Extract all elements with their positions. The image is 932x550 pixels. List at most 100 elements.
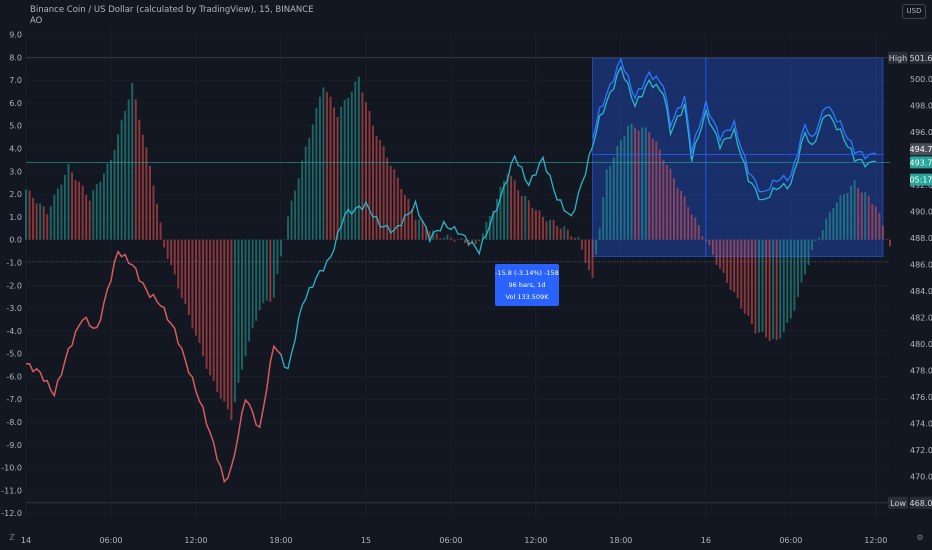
ao-bar: [662, 160, 665, 240]
ao-bar: [566, 229, 569, 240]
timezone-icon[interactable]: Z: [9, 533, 15, 542]
ao-bar: [163, 239, 166, 248]
ao-bar: [110, 159, 112, 240]
ao-bar: [881, 225, 884, 240]
ao-bar: [715, 239, 718, 265]
time-tick-label: 18:00: [609, 536, 632, 545]
ao-bar: [542, 216, 544, 240]
ao-bar: [534, 209, 537, 240]
ao-bar: [205, 239, 208, 369]
ao-bar: [368, 111, 371, 240]
ao-bar: [864, 192, 867, 240]
ao-bar: [297, 178, 300, 240]
ao-bar: [570, 236, 573, 240]
ao-bar: [170, 239, 173, 266]
ao-tick-label: 2.0: [9, 190, 22, 199]
currency-button[interactable]: USD: [902, 4, 926, 19]
price-tick-label: 500.0: [910, 75, 932, 84]
ao-bar: [772, 239, 775, 339]
ao-bar: [439, 238, 442, 240]
ao-bar: [389, 165, 392, 240]
ao-bar: [425, 227, 428, 240]
ao-bar: [634, 127, 637, 240]
ao-bar: [517, 190, 520, 240]
measure-bars: 96 bars, 1d: [508, 281, 546, 289]
ao-bar: [694, 217, 697, 240]
ao-bar: [283, 239, 286, 241]
ao-bar: [233, 239, 236, 403]
ao-tick-label: -6.0: [6, 372, 22, 381]
ao-bar: [733, 239, 736, 293]
ao-bar: [194, 239, 197, 336]
price-tick-label: 490.0: [910, 207, 932, 216]
measure-selection-box[interactable]: [592, 57, 884, 257]
time-tick-label: 12:00: [184, 536, 207, 545]
ao-bar: [793, 239, 796, 311]
ao-bar: [457, 239, 459, 241]
ao-tick-label: 9.0: [9, 31, 22, 40]
ao-bar: [478, 239, 481, 242]
ao-bar: [796, 239, 799, 297]
ao-bar: [308, 137, 311, 240]
price-tick-label: 476.0: [910, 393, 932, 402]
low-value-bg: [910, 496, 932, 509]
ao-bar: [99, 181, 102, 240]
ao-bar: [673, 178, 675, 240]
ao-bar: [92, 190, 95, 240]
ao-bar: [747, 239, 750, 316]
ao-bar: [846, 193, 849, 240]
ao-bar: [336, 116, 339, 240]
ao-bar: [832, 208, 835, 240]
ao-bar: [216, 239, 219, 392]
ao-bar: [78, 181, 81, 240]
ao-bar: [230, 239, 233, 421]
ao-bar: [120, 119, 123, 240]
ao-bar: [651, 138, 654, 240]
ao-bar: [669, 168, 672, 240]
ao-bar: [102, 173, 105, 240]
ao-bar: [850, 185, 853, 240]
ao-bar: [148, 165, 151, 240]
ao-bar: [134, 99, 137, 240]
ao-bar: [602, 197, 605, 240]
ao-bar: [495, 198, 498, 240]
ao-bar: [835, 202, 838, 240]
ao-bar: [612, 157, 615, 240]
ao-bar: [775, 239, 778, 341]
price-line-red-segment: [25, 250, 282, 483]
ao-bar: [95, 184, 98, 240]
ao-bar: [446, 234, 449, 240]
ao-bar: [379, 139, 382, 240]
ao-bar: [549, 219, 552, 240]
ao-bar: [248, 239, 251, 342]
ao-bar: [687, 207, 690, 240]
ao-bar: [722, 239, 725, 273]
time-tick-label: 18:00: [269, 536, 292, 545]
high-label-bg: [888, 51, 908, 64]
ao-bar: [701, 236, 704, 240]
ao-bar: [545, 221, 548, 240]
ao-bar: [113, 150, 116, 240]
ao-tick-label: 0.0: [9, 236, 22, 245]
ao-bar: [287, 216, 290, 240]
ao-bar: [761, 239, 764, 332]
price-tick-label: 496.0: [910, 128, 932, 137]
ao-bar: [421, 220, 424, 240]
ao-bar: [209, 239, 212, 376]
ao-bar: [804, 239, 806, 275]
ao-tick-label: -9.0: [6, 441, 22, 450]
ao-bar: [871, 204, 874, 240]
ao-bar: [262, 239, 265, 304]
ao-bar: [141, 134, 144, 240]
ao-bar: [67, 164, 70, 240]
ao-bar: [821, 230, 824, 240]
settings-gear-icon[interactable]: ⚙: [916, 533, 924, 542]
low-label: Low: [890, 499, 906, 508]
ao-bar: [237, 239, 240, 383]
ao-histogram: [25, 76, 891, 421]
ao-tick-label: -4.0: [6, 327, 22, 336]
price-badges: High 501.6 Low 468.0 494.7 493.7 05:17: [888, 51, 932, 509]
ao-bar: [584, 239, 587, 263]
ao-bar: [811, 239, 814, 250]
